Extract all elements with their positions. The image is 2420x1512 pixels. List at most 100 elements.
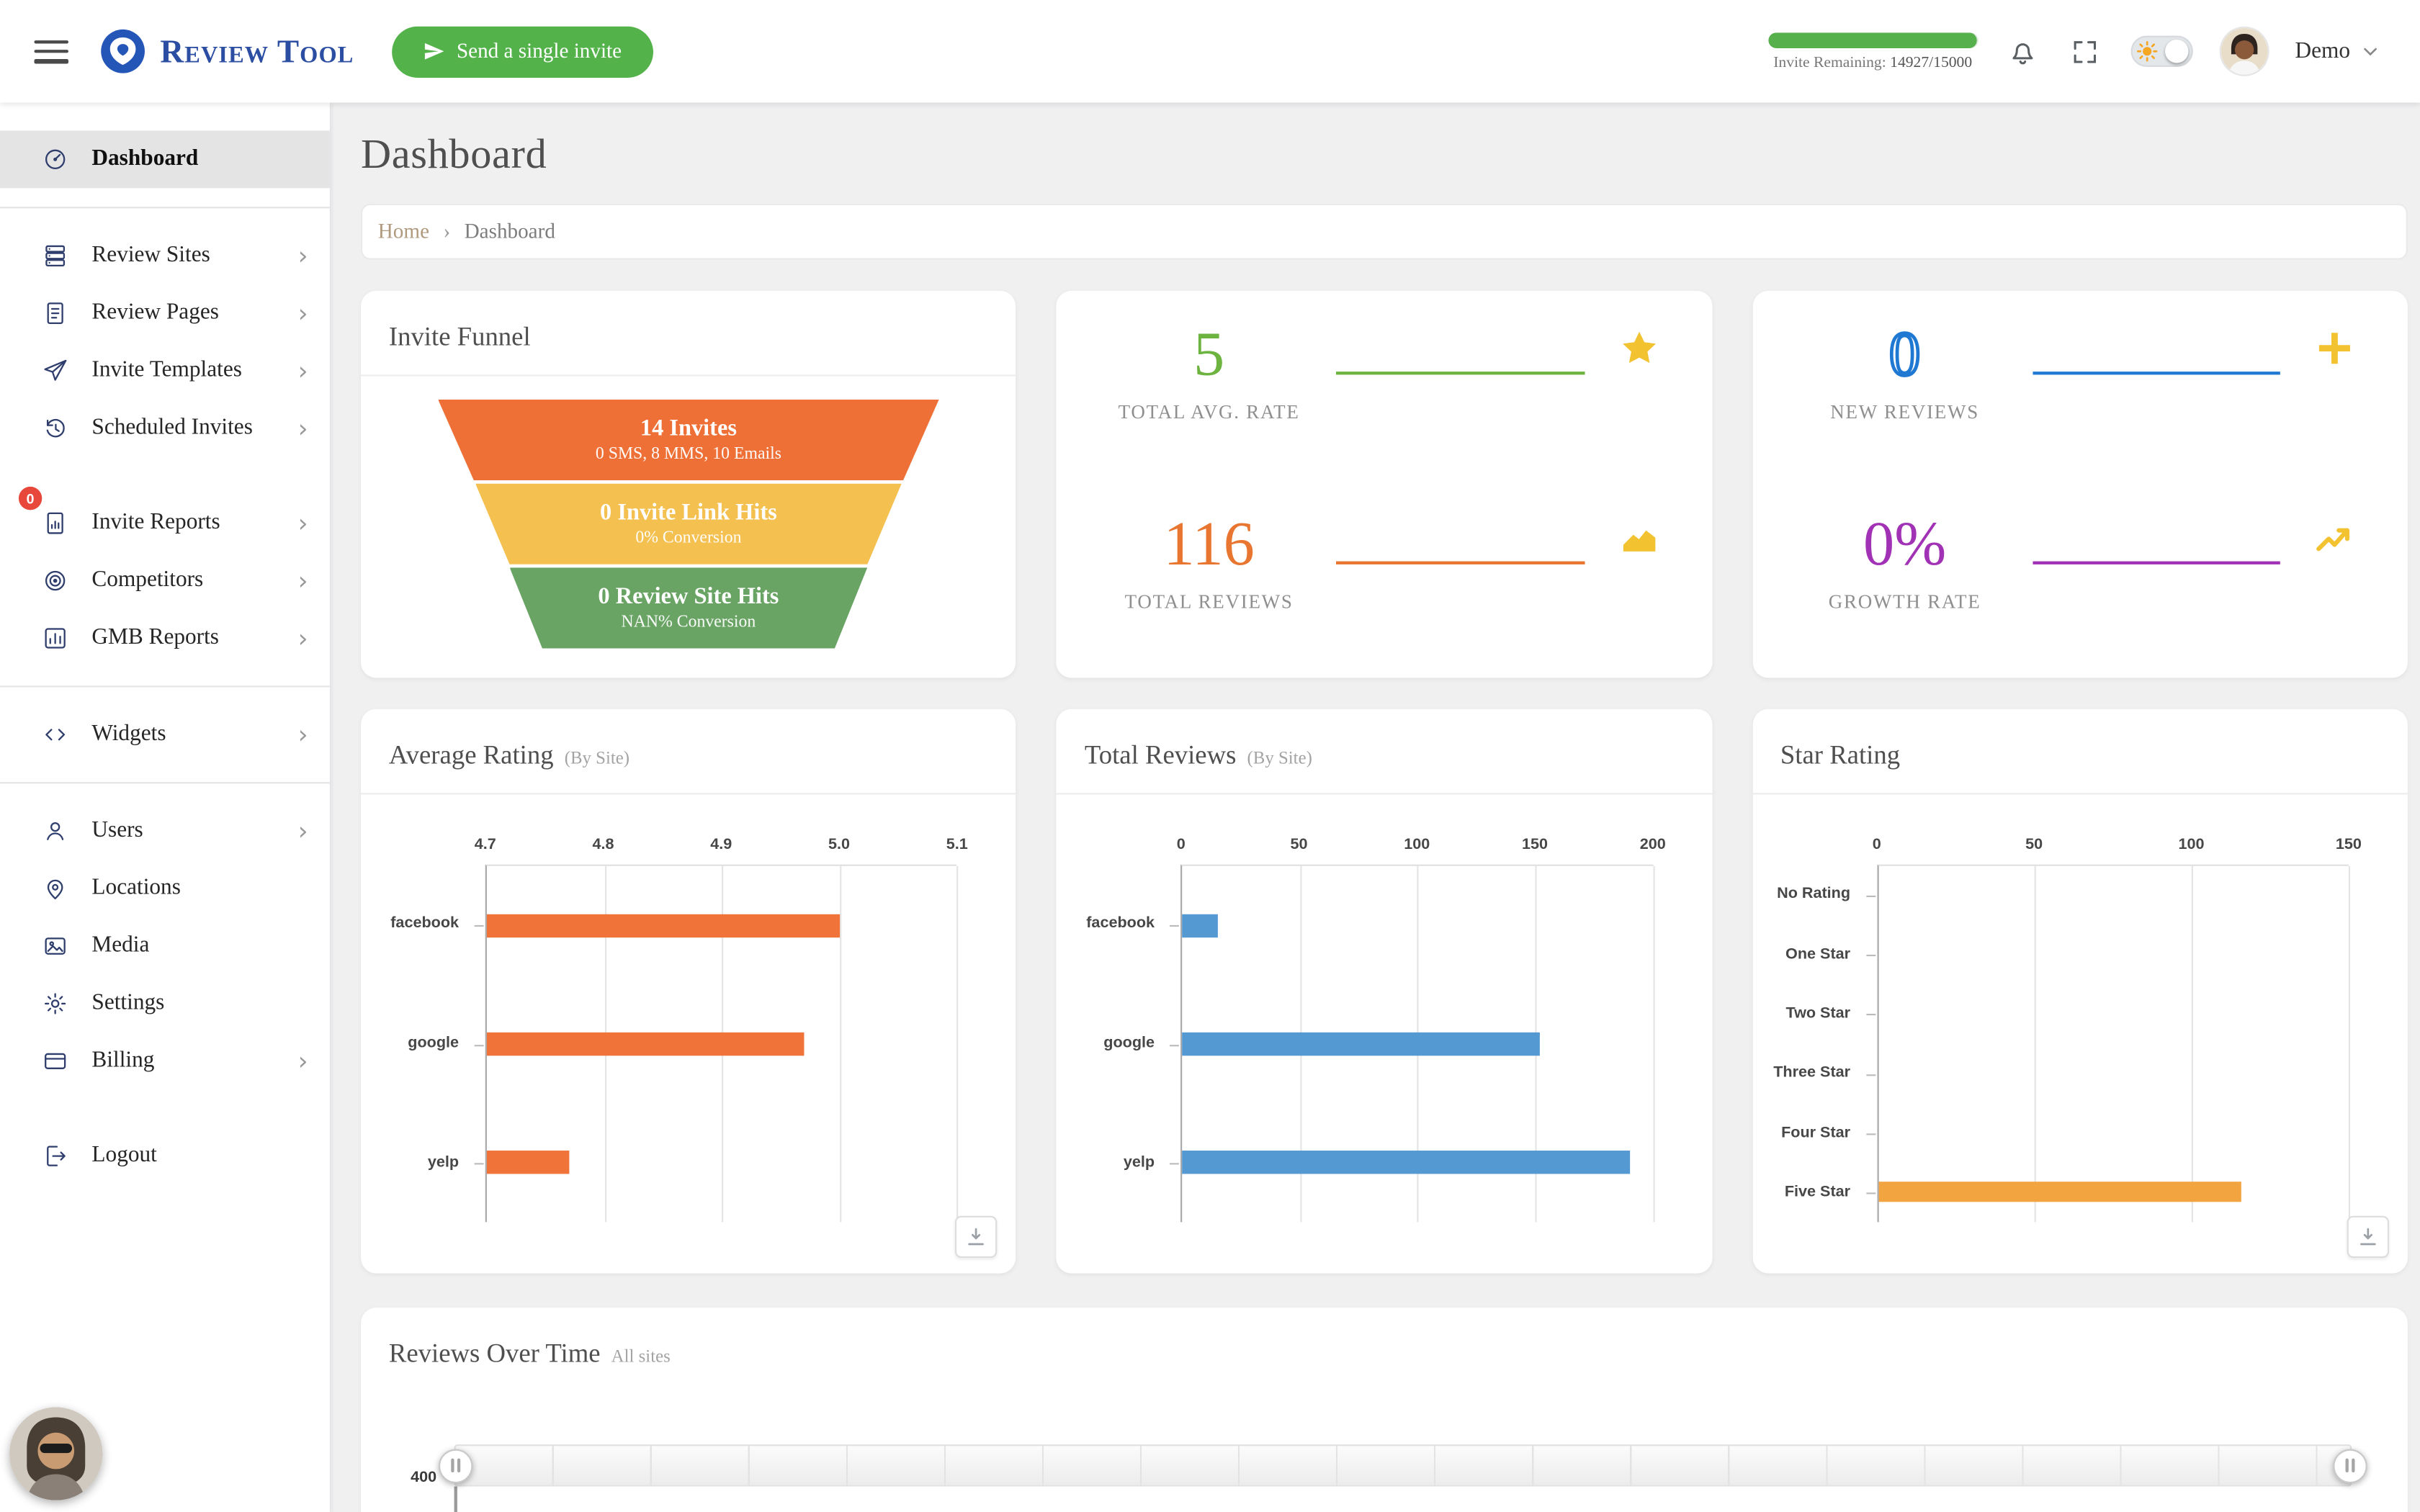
breadcrumb-home[interactable]: Home [377,219,430,243]
download-chart-button[interactable] [2347,1215,2389,1259]
time-range-selector[interactable] [438,1444,2367,1487]
bar-five-star[interactable] [1878,1182,2242,1203]
sidebar-item-invite-templates[interactable]: Invite Templates › [0,342,330,400]
axis-tick-mark [474,1162,484,1165]
sidebar-item-label: Locations [91,875,181,901]
average-rating-card: Average Rating (By Site) facebook google y… [361,708,1016,1274]
axis-tick-mark [1865,1133,1876,1135]
card-title: Star Rating [1780,739,1901,770]
theme-toggle[interactable] [2130,35,2192,67]
review-sites-icon [40,242,68,270]
y-axis-line [454,1486,457,1512]
sidebar-item-settings[interactable]: Settings [0,975,330,1032]
sidebar-nav: Dashboard Review Sites › Review Pages › Invit… [0,103,330,1204]
card-subtitle: (By Site) [1247,749,1312,768]
funnel-stage-3: 0 Review Site Hits NAN% Conversion [510,567,868,648]
sidebar-divider [0,207,330,209]
send-icon [422,40,444,62]
sidebar-item-review-sites[interactable]: Review Sites › [0,227,330,284]
user-avatar[interactable] [2220,27,2267,75]
bar-yelp[interactable] [486,1151,570,1175]
funnel-stage-title: 0 Review Site Hits [598,584,779,609]
sidebar-item-media[interactable]: Media [0,917,330,975]
bar-google[interactable] [486,1032,805,1056]
funnel-stage-subtitle: NAN% Conversion [621,613,756,632]
x-axis: 0 50 100 150 [1873,836,2362,858]
stat-underline [1336,561,1585,564]
y-axis-labels: facebook google yelp [1057,865,1168,1223]
sidebar-item-label: Dashboard [91,145,199,171]
range-handle-left[interactable] [438,1448,473,1483]
bar-facebook[interactable] [486,914,840,937]
reviews-stats-card: 5 TOTAL AVG. RATE 116 TOTAL REVIEWS [1057,290,1712,678]
bar-chart: facebook google yelp 4.7 4.8 4.9 5.0 5.1 [390,837,968,1223]
x-axis-tick: 4.7 [474,836,496,854]
logo[interactable]: Review Tool [99,28,354,75]
sidebar-section: Users › Locations Media Settings Billing › [0,783,330,1108]
sidebar-item-scheduled-invites[interactable]: Scheduled Invites › [0,400,330,457]
notifications-bell-icon[interactable] [2006,35,2040,69]
stat-value: 0 [1888,318,1922,389]
divider [361,374,1016,377]
logo-text: Review Tool [160,32,354,70]
send-single-invite-button[interactable]: Send a single invite [391,25,653,77]
x-axis-tick: 4.8 [592,836,614,854]
gridline [2192,865,2194,1223]
card-subtitle: All sites [611,1348,671,1367]
category-label: yelp [1123,1153,1155,1171]
fullscreen-icon[interactable] [2068,35,2102,69]
dashboard-icon [40,145,68,174]
sidebar-item-review-pages[interactable]: Review Pages › [0,284,330,342]
sidebar-item-billing[interactable]: Billing › [0,1032,330,1090]
x-axis: 0 50 100 150 200 [1177,837,1666,858]
chevron-right-icon: › [297,564,308,595]
axis-tick-mark [1865,1014,1876,1017]
stat-underline [2032,561,2280,564]
invite-remaining-value: 14927/15000 [1890,53,1973,71]
sidebar-item-invite-reports[interactable]: 0 Invite Reports › [0,486,330,552]
hamburger-menu-icon[interactable] [34,40,69,63]
bar-facebook[interactable] [1182,914,1218,937]
funnel-stage-subtitle: 0% Conversion [635,528,742,548]
sidebar-item-gmb-reports[interactable]: GMB Reports › [0,610,330,667]
card-title: Total Reviews [1084,739,1237,770]
breadcrumb-separator: › [443,219,451,243]
axis-tick-mark [1865,955,1876,957]
x-axis-tick: 0 [1872,836,1881,854]
stat-label: TOTAL AVG. RATE [1118,401,1300,423]
funnel-stage-2: 0 Invite Link Hits 0% Conversion [475,484,902,564]
bar-yelp[interactable] [1182,1151,1630,1175]
sidebar-item-users[interactable]: Users › [0,802,330,860]
axis-tick-mark [1170,1044,1180,1046]
sidebar-item-label: Widgets [91,721,166,747]
bar-google[interactable] [1182,1032,1541,1056]
sidebar-item-competitors[interactable]: Competitors › [0,552,330,610]
stat-main: 5 TOTAL AVG. RATE [1085,321,1334,425]
category-label: Five Star [1784,1184,1851,1201]
users-icon [40,817,68,845]
axis-tick-mark [474,1044,484,1046]
download-chart-button[interactable] [955,1215,998,1259]
card-subtitle: (By Site) [564,749,630,768]
sidebar-divider [0,782,330,784]
sidebar-item-widgets[interactable]: Widgets › [0,706,330,763]
user-menu[interactable]: Demo [2295,38,2380,65]
stat-value: 116 [1163,508,1255,579]
chat-widget-avatar[interactable] [9,1407,103,1500]
review-pages-icon [40,300,68,328]
gridline [2348,865,2351,1223]
range-handle-right[interactable] [2333,1448,2367,1483]
category-label: yelp [427,1153,460,1171]
x-axis-tick: 100 [2178,836,2205,854]
sidebar-item-logout[interactable]: Logout [0,1128,330,1185]
card-title: Invite Funnel [388,322,531,352]
widgets-icon [40,721,68,749]
sidebar-section: Review Sites › Review Pages › Invite Templat… [0,208,330,475]
funnel-stage-title: 0 Invite Link Hits [600,500,777,526]
chevron-right-icon: › [297,622,308,652]
sidebar-item-dashboard[interactable]: Dashboard [0,130,330,189]
sidebar-item-locations[interactable]: Locations [0,860,330,917]
competitors-icon [40,567,68,595]
growth-stats-card: 0 NEW REVIEWS 0% GROWTH RATE [1752,290,2408,678]
settings-icon [40,990,68,1018]
